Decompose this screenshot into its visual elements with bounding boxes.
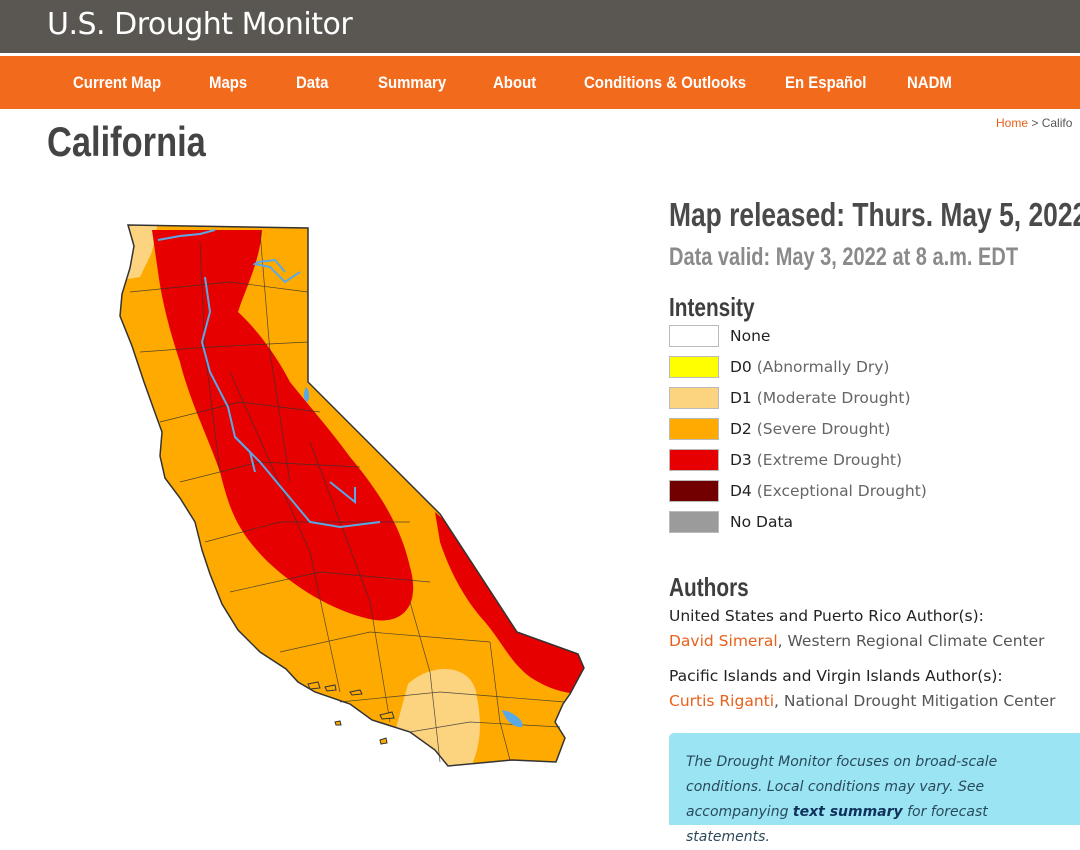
d3-central-valley-region bbox=[152, 230, 414, 621]
pi-author-link[interactable]: Curtis Riganti bbox=[669, 692, 775, 710]
legend-code-none: None bbox=[730, 327, 771, 345]
data-valid-date: Data valid: May 3, 2022 at 8 a.m. EDT bbox=[669, 243, 1019, 271]
pi-author-org: , National Drought Mitigation Center bbox=[774, 692, 1056, 710]
us-author-org: , Western Regional Climate Center bbox=[777, 632, 1045, 650]
notice-box: The Drought Monitor focuses on broad-sca… bbox=[669, 733, 1080, 845]
notice-text-part1: The Drought Monitor focuses on broad-sca… bbox=[686, 754, 998, 820]
salton-sea bbox=[502, 710, 523, 728]
top-header-bar: U.S. Drought Monitor bbox=[0, 0, 1080, 53]
us-authors-label: United States and Puerto Rico Author(s): bbox=[669, 607, 984, 625]
breadcrumb: Home > Califo bbox=[996, 116, 1072, 130]
legend-code-d1: D1 bbox=[730, 389, 752, 407]
us-author-line: David Simeral, Western Regional Climate … bbox=[669, 632, 1045, 650]
nav-about[interactable]: About bbox=[493, 73, 537, 92]
legend-code-d0: D0 bbox=[730, 358, 752, 376]
nav-en-espanol[interactable]: En Español bbox=[785, 73, 867, 92]
legend-swatch-none bbox=[669, 325, 719, 347]
breadcrumb-separator: > bbox=[1031, 116, 1039, 130]
legend-swatch-no-data bbox=[669, 511, 719, 533]
legend-code-d3: D3 bbox=[730, 451, 752, 469]
nav-current-map[interactable]: Current Map bbox=[73, 73, 162, 92]
legend-code-d2: D2 bbox=[730, 420, 752, 438]
notice-text: The Drought Monitor focuses on broad-sca… bbox=[686, 750, 1071, 850]
lake-tahoe bbox=[303, 387, 310, 402]
legend-swatch-d2 bbox=[669, 418, 719, 440]
pi-authors-label: Pacific Islands and Virgin Islands Autho… bbox=[669, 667, 1003, 685]
legend-swatch-d0 bbox=[669, 356, 719, 378]
legend-desc-d2: (Severe Drought) bbox=[756, 420, 891, 438]
nav-data[interactable]: Data bbox=[296, 73, 329, 92]
page-title: California bbox=[47, 118, 206, 165]
nav-conditions-outlooks[interactable]: Conditions & Outlooks bbox=[584, 73, 747, 92]
legend-code-d4: D4 bbox=[730, 482, 752, 500]
legend-desc-d1: (Moderate Drought) bbox=[756, 389, 911, 407]
legend-desc-d4: (Exceptional Drought) bbox=[756, 482, 927, 500]
state-border bbox=[119, 224, 585, 767]
channel-islands bbox=[307, 681, 395, 745]
us-author-link[interactable]: David Simeral bbox=[669, 632, 778, 650]
california-drought-map[interactable] bbox=[110, 222, 595, 772]
legend-swatch-d3 bbox=[669, 449, 719, 471]
site-title[interactable]: U.S. Drought Monitor bbox=[47, 7, 353, 42]
legend-desc-d0: (Abnormally Dry) bbox=[756, 358, 890, 376]
breadcrumb-home-link[interactable]: Home bbox=[996, 116, 1029, 130]
authors-heading: Authors bbox=[669, 572, 749, 602]
text-summary-link[interactable]: text summary bbox=[792, 804, 903, 820]
nav-nadm[interactable]: NADM bbox=[907, 73, 952, 92]
rivers bbox=[157, 229, 381, 529]
legend-desc-d3: (Extreme Drought) bbox=[756, 451, 903, 469]
legend-swatch-d4 bbox=[669, 480, 719, 502]
pi-author-line: Curtis Riganti, National Drought Mitigat… bbox=[669, 692, 1056, 710]
map-released-date: Map released: Thurs. May 5, 2022 bbox=[669, 196, 1080, 233]
drought-map-svg bbox=[119, 224, 585, 767]
legend-code-no-data: No Data bbox=[730, 513, 794, 531]
nav-summary[interactable]: Summary bbox=[378, 73, 447, 92]
intensity-heading: Intensity bbox=[669, 292, 755, 322]
nav-maps[interactable]: Maps bbox=[209, 73, 248, 92]
main-nav-bar: Current Map Maps Data Summary About Cond… bbox=[0, 56, 1080, 109]
breadcrumb-current: Califo bbox=[1041, 116, 1073, 130]
legend-swatch-d1 bbox=[669, 387, 719, 409]
